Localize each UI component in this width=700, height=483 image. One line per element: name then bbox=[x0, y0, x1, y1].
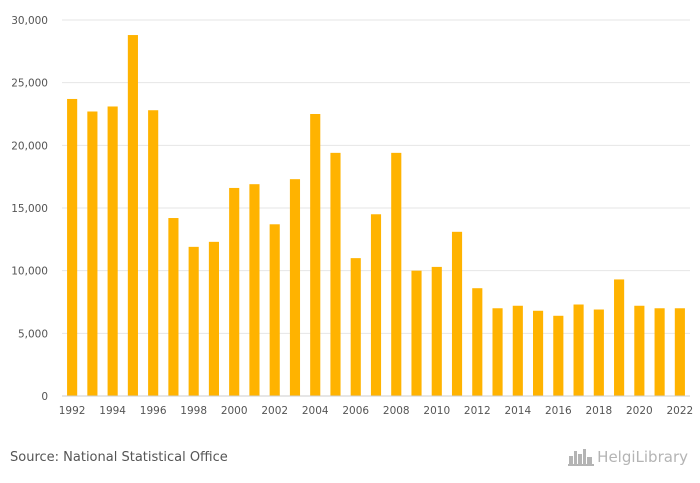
x-tick-label: 2000 bbox=[221, 405, 248, 417]
bar-2014 bbox=[512, 305, 523, 396]
x-tick-label: 1992 bbox=[59, 405, 86, 417]
bar-2002 bbox=[269, 224, 280, 396]
x-tick-label: 2020 bbox=[626, 405, 653, 417]
y-tick-label: 5,000 bbox=[18, 328, 48, 340]
x-tick-label: 2014 bbox=[504, 405, 531, 417]
bar-1992 bbox=[67, 98, 78, 397]
bar-2019 bbox=[614, 279, 625, 396]
bar-2009 bbox=[411, 270, 422, 396]
bar-2011 bbox=[451, 231, 463, 396]
logo-text: HelgiLibrary bbox=[597, 448, 688, 466]
x-tick-label: 2002 bbox=[261, 405, 288, 417]
y-tick-label: 25,000 bbox=[11, 78, 48, 90]
bar-1995 bbox=[127, 35, 138, 396]
bar-2006 bbox=[350, 258, 361, 396]
y-tick-label: 20,000 bbox=[11, 140, 48, 152]
y-tick-label: 30,000 bbox=[11, 15, 48, 27]
bar-2003 bbox=[289, 179, 301, 396]
bar-2012 bbox=[472, 288, 483, 396]
bar-1998 bbox=[188, 246, 199, 396]
y-tick-label: 0 bbox=[41, 391, 48, 403]
x-tick-label: 1998 bbox=[180, 405, 207, 417]
x-tick-label: 2018 bbox=[585, 405, 612, 417]
y-tick-label: 10,000 bbox=[11, 266, 48, 278]
x-tick-label: 1994 bbox=[99, 405, 126, 417]
bar-2010 bbox=[431, 266, 442, 396]
bars bbox=[67, 35, 685, 397]
bar-chart: 0 5,000 10,000 15,000 20,000 25,000 30,000 199… bbox=[11, 15, 693, 417]
x-tick-label: 2012 bbox=[464, 405, 491, 417]
bar-1993 bbox=[87, 111, 98, 396]
y-axis: 0 5,000 10,000 15,000 20,000 25,000 30,000 bbox=[11, 15, 48, 403]
bar-2018 bbox=[593, 309, 604, 396]
x-tick-label: 2010 bbox=[423, 405, 450, 417]
bar-2000 bbox=[229, 187, 240, 396]
gridlines bbox=[62, 19, 690, 334]
helgi-library-logo: HelgiLibrary bbox=[568, 448, 688, 466]
bar-2004 bbox=[310, 114, 321, 396]
bar-2015 bbox=[533, 310, 544, 396]
bar-1997 bbox=[168, 218, 179, 396]
bar-2017 bbox=[573, 304, 584, 396]
bar-2008 bbox=[391, 152, 402, 396]
x-tick-label: 2004 bbox=[302, 405, 329, 417]
bar-2022 bbox=[674, 308, 685, 396]
bar-2020 bbox=[634, 305, 645, 396]
bar-2005 bbox=[330, 152, 341, 396]
x-tick-label: 2008 bbox=[383, 405, 410, 417]
bar-2021 bbox=[654, 308, 665, 396]
skyline-icon bbox=[568, 449, 595, 466]
x-tick-label: 2016 bbox=[545, 405, 572, 417]
source-note: Source: National Statistical Office bbox=[10, 450, 228, 465]
bar-2016 bbox=[553, 315, 564, 396]
bar-2001 bbox=[249, 184, 260, 396]
x-tick-label: 1996 bbox=[140, 405, 167, 417]
bar-2013 bbox=[492, 308, 503, 396]
bar-1994 bbox=[107, 106, 118, 396]
bar-1999 bbox=[208, 241, 219, 396]
x-tick-label: 2006 bbox=[342, 405, 369, 417]
bar-2007 bbox=[370, 214, 382, 396]
y-tick-label: 15,000 bbox=[11, 203, 48, 215]
bar-1996 bbox=[148, 110, 159, 397]
x-tick-label: 2022 bbox=[667, 405, 694, 417]
x-axis: 1992 1994 1996 1998 2000 2002 2004 2006 2008 2010… bbox=[59, 405, 693, 417]
